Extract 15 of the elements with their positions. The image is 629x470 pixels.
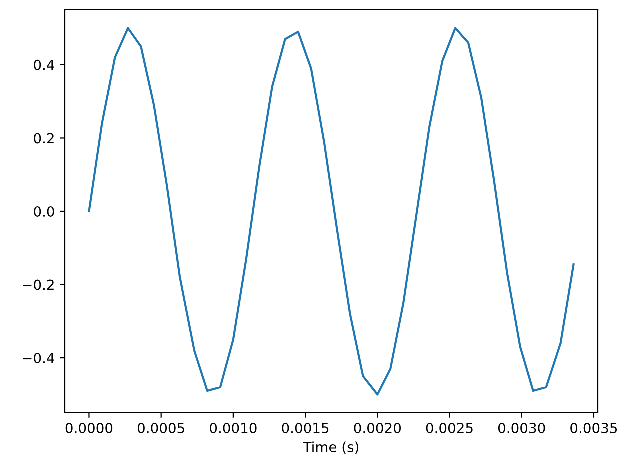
line-series — [88, 27, 575, 396]
x-tick-label: 0.0020 — [354, 422, 402, 434]
x-tick-label: 0.0005 — [138, 422, 184, 434]
x-tick-label: 0.0000 — [66, 422, 113, 434]
x-axis-title: Time (s) — [303, 442, 359, 454]
y-tick-label: 0.4 — [34, 60, 54, 70]
x-tick-label: 0.0025 — [426, 422, 473, 434]
x-tick-label: 0.0030 — [498, 422, 546, 434]
y-tick-label: −0.4 — [23, 353, 54, 364]
y-tick-label: 0.2 — [34, 133, 54, 144]
x-tick-label: 0.0010 — [210, 422, 257, 434]
x-tick-label: 0.0035 — [570, 422, 618, 434]
x-tick-label: 0.0015 — [282, 422, 329, 434]
y-tick-label: 0.0 — [34, 206, 54, 217]
y-tick-label: −0.2 — [23, 280, 54, 290]
